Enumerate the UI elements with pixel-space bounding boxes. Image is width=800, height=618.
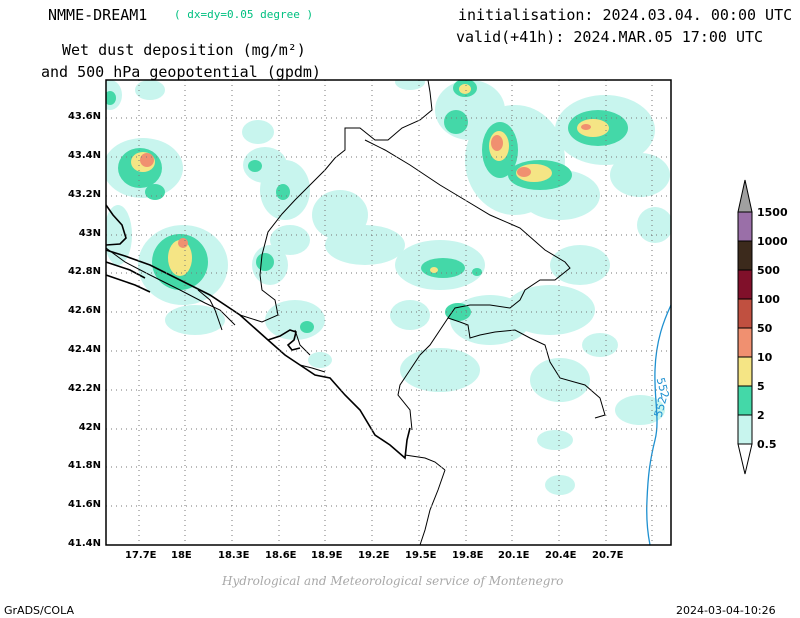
longitude-tick-label: 17.7E — [125, 550, 157, 561]
legend-label: 0.5 — [757, 438, 777, 451]
geopotential-contour — [646, 304, 671, 545]
product-title-line1: Wet dust deposition (mg/m²) — [62, 41, 306, 59]
legend-swatch — [737, 298, 753, 329]
coastline — [106, 204, 411, 460]
legend-swatch — [737, 327, 753, 358]
legend-label: 500 — [757, 264, 780, 277]
longitude-tick-label: 20.1E — [498, 550, 530, 561]
longitude-tick-label: 18E — [171, 550, 192, 561]
deposition-field — [106, 80, 671, 545]
country-borders — [106, 80, 606, 545]
longitude-tick-label: 18.9E — [311, 550, 343, 561]
latitude-tick-label: 41.4N — [67, 538, 101, 549]
longitude-tick-label: 19.5E — [405, 550, 437, 561]
latitude-tick-label: 43.2N — [67, 189, 101, 200]
longitude-tick-label: 18.3E — [218, 550, 250, 561]
contour-label: 552 — [654, 376, 672, 400]
longitude-tick-label: 19.2E — [358, 550, 390, 561]
latitude-tick-label: 41.6N — [67, 499, 101, 510]
legend-overflow-arrow — [737, 179, 753, 213]
legend-swatch — [737, 211, 753, 242]
product-title-line2: and 500 hPa geopotential (gpdm) — [41, 63, 321, 81]
latitude-tick-label: 41.8N — [67, 460, 101, 471]
legend-label: 2 — [757, 409, 765, 422]
legend-label: 50 — [757, 322, 773, 335]
legend-label: 1500 — [757, 206, 788, 219]
latitude-tick-label: 42N — [78, 422, 101, 433]
latitude-tick-label: 42.4N — [67, 344, 101, 355]
graticule — [106, 80, 671, 545]
longitude-tick-label: 20.4E — [545, 550, 577, 561]
longitude-tick-label: 19.8E — [452, 550, 484, 561]
latitude-tick-label: 43.4N — [67, 150, 101, 161]
legend-underflow-arrow — [737, 443, 753, 475]
initialisation-time: initialisation: 2024.03.04. 00:00 UTC — [458, 6, 793, 24]
longitude-tick-label: 20.7E — [592, 550, 624, 561]
legend-label: 5 — [757, 380, 765, 393]
latitude-tick-label: 42.8N — [67, 266, 101, 277]
resolution-note: ( dx=dy=0.05 degree ) — [174, 8, 314, 21]
legend-swatch — [737, 269, 753, 300]
longitude-tick-label: 18.6E — [265, 550, 297, 561]
legend-swatch — [737, 240, 753, 271]
contour-label: 552 — [652, 395, 670, 419]
color-legend: 1500 1000 500 100 50 10 5 2 0.5 — [737, 179, 788, 475]
legend-swatch — [737, 356, 753, 387]
map-frame — [105, 79, 672, 546]
latitude-tick-label: 42.6N — [67, 305, 101, 316]
legend-label: 100 — [757, 293, 780, 306]
latitude-tick-label: 42.2N — [67, 383, 101, 394]
render-timestamp: 2024-03-04-10:26 — [676, 604, 776, 617]
valid-time: valid(+41h): 2024.MAR.05 17:00 UTC — [456, 28, 764, 46]
legend-label: 1000 — [757, 235, 788, 248]
software-label: GrADS/COLA — [4, 604, 74, 617]
model-title: NMME-DREAM1 — [48, 6, 148, 24]
legend-label: 10 — [757, 351, 773, 364]
latitude-tick-label: 43N — [78, 228, 101, 239]
latitude-tick-label: 43.6N — [67, 111, 101, 122]
credit-text: Hydrological and Meteorological service … — [222, 574, 564, 588]
legend-swatch — [737, 385, 753, 416]
legend-swatch — [737, 414, 753, 445]
